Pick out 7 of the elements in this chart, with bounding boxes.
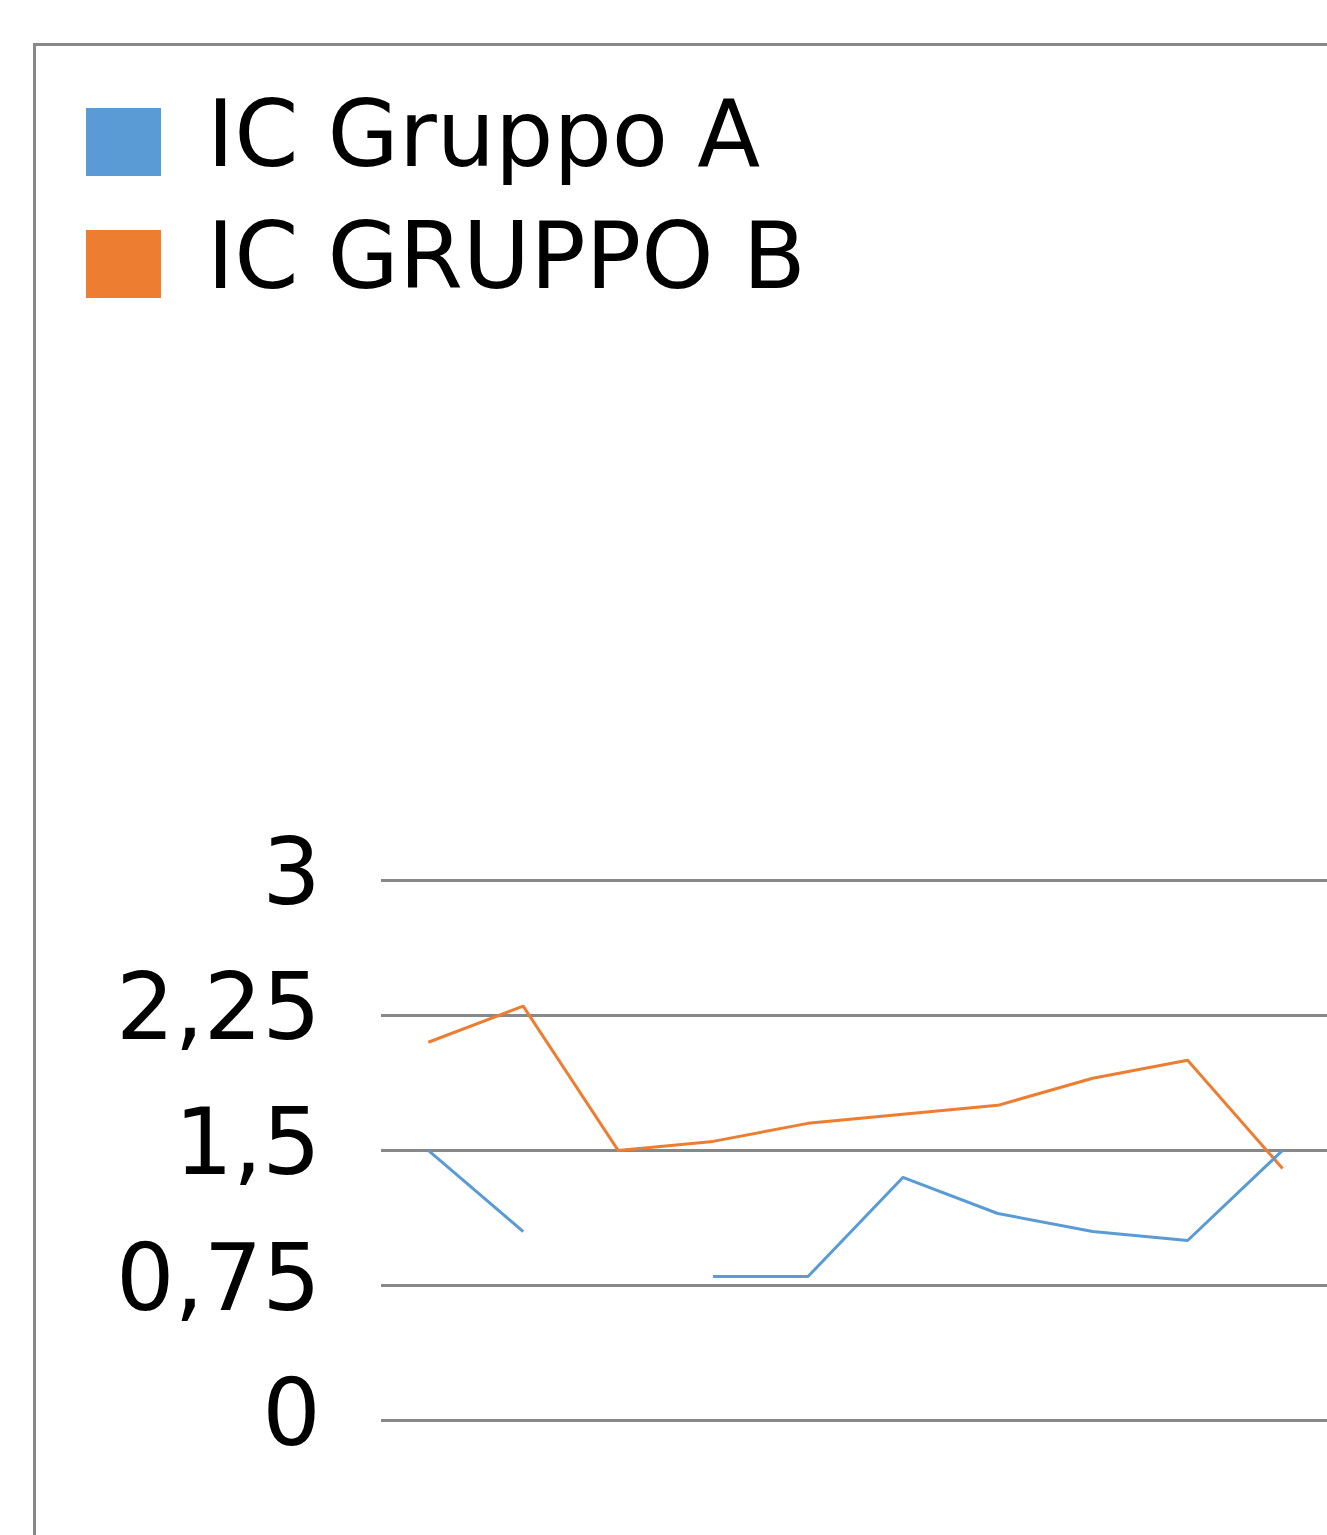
legend-label: IC Gruppo A (207, 80, 761, 188)
y-tick-label: 0 (262, 1359, 321, 1467)
y-tick-label: 2,25 (116, 954, 321, 1062)
y-tick-label: 3 (262, 818, 321, 926)
legend-label: IC GRUPPO B (207, 202, 806, 310)
y-tick-label: 0,75 (116, 1224, 321, 1332)
y-tick-label: 1,5 (174, 1089, 321, 1197)
